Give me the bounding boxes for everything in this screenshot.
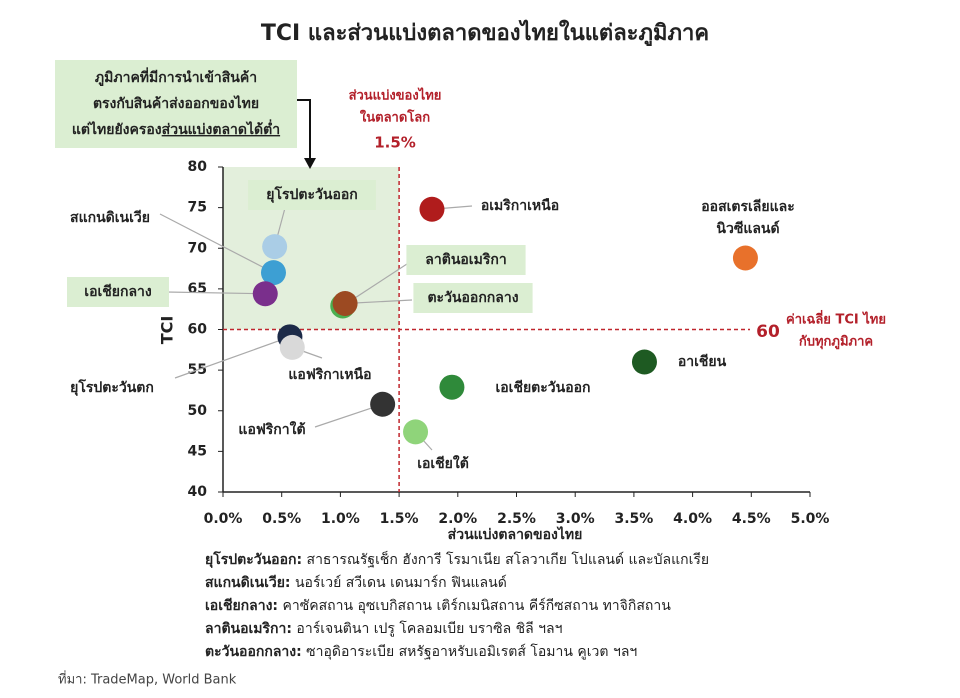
label-box — [248, 180, 376, 210]
note-label: ลาตินอเมริกา: — [205, 621, 292, 637]
scatter-point — [419, 196, 445, 222]
note: ยุโรปตะวันออก: สาธารณรัฐเช็ก ฮังการี โรม… — [205, 550, 709, 568]
y-tick-label: 75 — [188, 200, 207, 216]
annotation: ตรงกับสินค้าส่งออกของไทย — [93, 94, 259, 112]
scatter-point — [370, 391, 396, 417]
scatter-point — [332, 291, 358, 316]
annotation: กับทุกภูมิภาค — [799, 335, 873, 350]
point-label: สแกนดิเนเวีย — [70, 210, 150, 226]
y-tick-label: 40 — [188, 484, 208, 500]
label-box — [406, 245, 526, 275]
point-label: ยุโรปตะวันตก — [70, 378, 154, 396]
x-tick-label: 4.0% — [673, 511, 712, 527]
annotation-part: ส่วนแบ่งตลาดได้ต่ำ — [162, 119, 280, 138]
annotation-part: แต่ไทยยังครอง — [72, 120, 162, 138]
scatter-point — [732, 245, 758, 271]
point-label: ยุโรปตะวันออก — [266, 185, 357, 203]
scatter-point — [262, 234, 288, 260]
y-tick-label: 70 — [188, 240, 208, 256]
annotation: ในตลาดโลก — [360, 109, 430, 126]
source: ที่มา: TradeMap, World Bank — [58, 671, 237, 688]
annotation: ภูมิภาคที่มีการนำเข้าสินค้า — [95, 67, 257, 86]
scatter-point — [252, 281, 278, 307]
chart-title: TCI และส่วนแบ่งตลาดของไทยในแต่ละภูมิภาค — [261, 19, 709, 47]
point-label: ออสเตรเลียและนิวซีแลนด์ — [701, 199, 794, 237]
y-axis-label: TCI — [158, 316, 177, 345]
note-label: เอเชียกลาง: — [205, 598, 278, 614]
note-label: ยุโรปตะวันออก: — [205, 550, 302, 568]
x-tick-label: 1.5% — [380, 511, 419, 527]
point-label: แอฟริกาใต้ — [238, 420, 305, 438]
point-label: แอฟริกาเหนือ — [288, 367, 371, 383]
note: ตะวันออกกลาง: ซาอุดิอาระเบีย สหรัฐอาหรับ… — [205, 643, 637, 660]
note-label: ตะวันออกกลาง: — [205, 644, 302, 660]
x-tick-label: 3.5% — [614, 511, 653, 527]
x-tick-label: 2.0% — [438, 511, 477, 527]
annotation: ส่วนแบ่งของไทย — [349, 87, 442, 104]
label-box — [413, 283, 533, 313]
point-label: อเมริกาเหนือ — [481, 198, 559, 214]
scatter-point — [260, 260, 286, 286]
x-tick-label: 2.5% — [497, 511, 536, 527]
point-label: ตะวันออกกลาง — [427, 290, 518, 306]
x-tick-label: 3.0% — [556, 511, 595, 527]
point-label: เอเชียตะวันออก — [495, 380, 590, 396]
annotation: 60 — [756, 322, 780, 342]
annotation: แต่ไทยยังครองส่วนแบ่งตลาดได้ต่ำ — [72, 119, 280, 138]
scatter-point — [439, 374, 465, 400]
note-text: นอร์เวย์ สวีเดน เดนมาร์ก ฟินแลนด์ — [291, 574, 507, 591]
label-box — [67, 277, 169, 307]
y-tick-label: 65 — [188, 281, 207, 297]
y-tick-label: 80 — [188, 159, 208, 175]
annotation-box — [55, 60, 297, 148]
scatter-point — [403, 419, 429, 445]
point-label: อาเชียน — [678, 354, 727, 370]
leader-line — [174, 336, 291, 379]
x-tick-label: 0.5% — [262, 511, 301, 527]
x-tick-label: 5.0% — [791, 511, 830, 527]
annotation: ค่าเฉลี่ย TCI ไทย — [786, 310, 886, 328]
note-text: ซาอุดิอาระเบีย สหรัฐอาหรับเอมิเรตส์ โอมา… — [302, 643, 638, 660]
y-tick-label: 60 — [188, 322, 208, 338]
leader-line — [165, 291, 266, 295]
x-tick-label: 4.5% — [732, 511, 771, 527]
note: ลาตินอเมริกา: อาร์เจนตินา เปรู โคลอมเบีย… — [205, 620, 562, 637]
note: เอเชียกลาง: คาซัคสถาน อุซเบกิสถาน เติร์ก… — [205, 597, 671, 614]
note-text: สาธารณรัฐเช็ก ฮังการี โรมาเนีย สโลวาเกีย… — [302, 550, 709, 568]
point-label: เอเชียกลาง — [84, 284, 152, 300]
point-label: ลาตินอเมริกา — [425, 252, 506, 268]
note-label: สแกนดิเนเวีย: — [205, 575, 291, 591]
y-tick-label: 45 — [188, 443, 207, 459]
x-tick-label: 1.0% — [321, 511, 360, 527]
y-tick-label: 50 — [188, 403, 208, 419]
x-axis-label: ส่วนแบ่งตลาดของไทย — [448, 525, 583, 543]
scatter-point — [279, 334, 305, 360]
leader-line — [159, 213, 274, 274]
arrowhead — [304, 158, 316, 169]
arrow — [297, 99, 311, 160]
annotation: 1.5% — [374, 134, 416, 152]
note: สแกนดิเนเวีย: นอร์เวย์ สวีเดน เดนมาร์ก ฟ… — [205, 574, 507, 591]
x-tick-label: 0.0% — [204, 511, 243, 527]
note-text: อาร์เจนตินา เปรู โคลอมเบีย บราซิล ชิลี ฯ… — [292, 620, 562, 637]
note-text: คาซัคสถาน อุซเบกิสถาน เติร์กเมนิสถาน คีร… — [278, 597, 671, 614]
point-label: เอเชียใต้ — [417, 454, 469, 472]
scatter-point — [631, 349, 657, 375]
